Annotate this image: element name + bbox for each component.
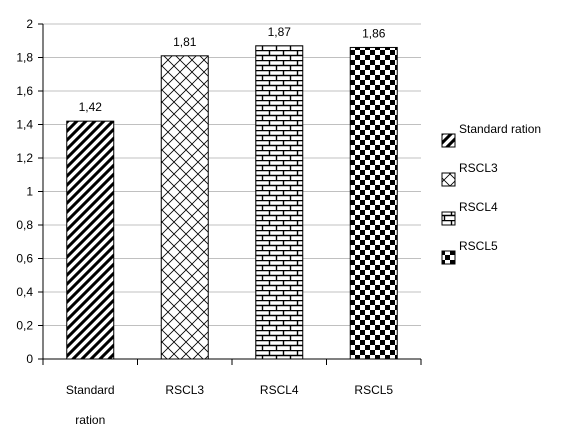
bar-rscl4 xyxy=(255,45,304,360)
y-tick-label: 0,8 xyxy=(16,218,33,232)
bar-rscl5 xyxy=(349,46,398,360)
legend-label: RSCL4 xyxy=(459,200,498,214)
y-tick-label: 2 xyxy=(26,17,33,31)
x-tick-label: Standard xyxy=(66,383,115,397)
labels: 0 0,2 0,4 0,6 0,8 1 1,2 1,4 1,6 1,8 2 1,42 Standard r… xyxy=(16,17,393,427)
bar-rscl3 xyxy=(160,55,209,360)
legend-swatch-rscl3 xyxy=(441,172,456,187)
data-label: 1,42 xyxy=(79,100,103,114)
x-tick-label: RSCL3 xyxy=(165,383,204,397)
legend-label: Standard ration xyxy=(459,122,541,136)
legend-label: RSCL3 xyxy=(459,161,498,175)
y-tick-label: 0 xyxy=(26,352,33,366)
y-tick-label: 1,4 xyxy=(16,118,33,132)
legend-swatch-rscl5 xyxy=(441,250,456,265)
y-tick-label: 0,4 xyxy=(16,285,33,299)
legend-swatch-rscl4 xyxy=(441,211,456,226)
y-tick-label: 1,6 xyxy=(16,84,33,98)
legend-swatch-standard-ration xyxy=(441,133,456,148)
data-label: 1,81 xyxy=(173,35,197,49)
bars xyxy=(66,45,398,360)
legend-label: RSCL5 xyxy=(459,239,498,253)
y-tick-label: 1,8 xyxy=(16,51,33,65)
legend: Standard ration RSCL3 RSCL4 RSCL5 xyxy=(441,122,541,265)
bar-standard-ration xyxy=(66,120,115,360)
y-tick-label: 1,2 xyxy=(16,151,33,165)
y-tick-label: 1 xyxy=(26,185,33,199)
x-tick-label: RSCL5 xyxy=(354,383,393,397)
data-label: 1,87 xyxy=(268,25,292,39)
axes xyxy=(38,23,422,365)
y-tick-label: 0,2 xyxy=(16,319,33,333)
x-tick-label: ration xyxy=(75,413,105,427)
x-tick-label: RSCL4 xyxy=(260,383,299,397)
data-label: 1,86 xyxy=(362,26,386,40)
y-tick-label: 0,6 xyxy=(16,252,33,266)
